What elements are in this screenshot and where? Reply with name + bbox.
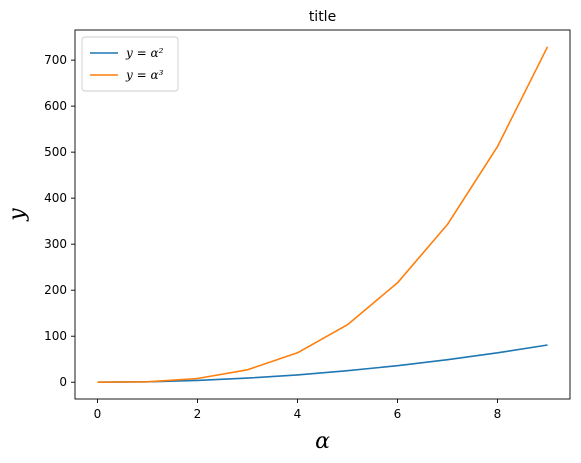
x-tick-label: 0 <box>94 407 102 421</box>
y-tick-label: 300 <box>44 237 67 251</box>
y-axis: 0 100 200 300 400 500 600 700 <box>44 53 75 389</box>
y-tick-label: 0 <box>59 375 67 389</box>
legend-label: y = α³ <box>125 68 164 82</box>
legend: y = α² y = α³ <box>81 36 179 92</box>
y-tick-label: 200 <box>44 283 67 297</box>
y-axis-title: y <box>5 208 30 222</box>
y-tick-label: 700 <box>44 53 67 67</box>
x-tick-label: 4 <box>294 407 302 421</box>
x-axis: 0 2 4 6 8 <box>94 399 502 421</box>
plot-frame <box>74 29 571 400</box>
x-tick-label: 6 <box>394 407 402 421</box>
x-tick-label: 8 <box>494 407 502 421</box>
series-layer <box>97 46 549 383</box>
x-axis-title: α <box>315 429 330 454</box>
legend-box <box>81 36 179 92</box>
series-line-1 <box>97 344 548 383</box>
chart-title: title <box>309 9 336 25</box>
y-tick-label: 600 <box>44 99 67 113</box>
series-line-2 <box>97 46 549 383</box>
y-tick-label: 500 <box>44 145 67 159</box>
y-tick-label: 100 <box>44 329 67 343</box>
y-tick-label: 400 <box>44 191 67 205</box>
legend-label: y = α² <box>125 46 164 60</box>
x-tick-label: 2 <box>194 407 202 421</box>
